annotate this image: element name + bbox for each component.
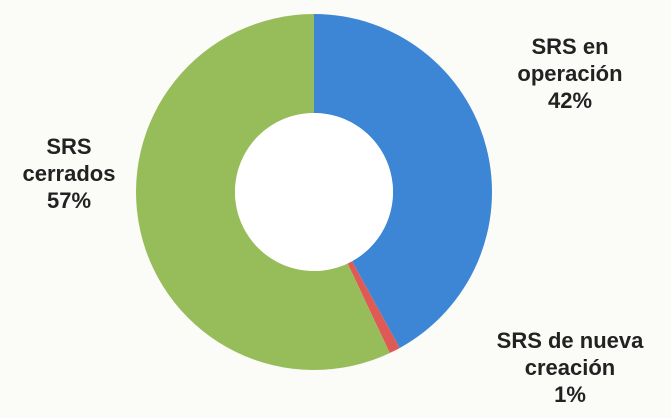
slice-label-nueva-creacion-value: 1% (554, 382, 586, 407)
slice-label-operacion-line2: operación (517, 61, 623, 86)
slice-label-nueva-creacion-line1: SRS de nueva (496, 328, 644, 353)
slice-label-cerrados: SRS cerrados 57% (4, 133, 134, 214)
slice-label-cerrados-value: 57% (46, 188, 92, 213)
slice-cerrados (136, 14, 390, 370)
slice-label-cerrados-line2: cerrados (22, 161, 116, 186)
slice-label-cerrados-line1: SRS (46, 134, 92, 159)
slice-nueva-creacion (347, 261, 400, 354)
slice-label-operacion-line1: SRS en (531, 34, 609, 59)
slice-label-nueva-creacion-line2: creación (524, 355, 616, 380)
slice-label-operacion-value: 42% (547, 88, 593, 113)
slice-label-operacion: SRS en operación 42% (500, 33, 640, 114)
slice-operacion (314, 14, 493, 348)
slice-label-nueva-creacion: SRS de nueva creación 1% (470, 327, 670, 408)
donut-hole (235, 113, 393, 271)
